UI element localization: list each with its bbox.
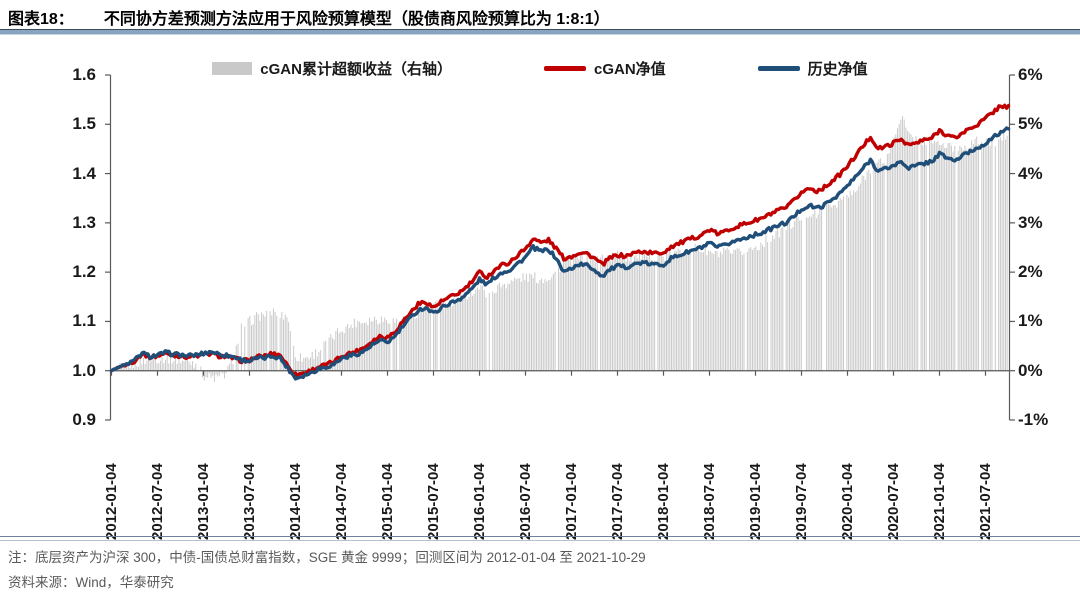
x-axis-tick-label: 2015-01-04	[378, 463, 396, 540]
left-axis-tick-label: 1.2	[72, 262, 96, 282]
x-axis-tick-label: 2020-01-04	[838, 463, 856, 540]
x-axis-tick-label: 2014-01-04	[286, 463, 304, 540]
x-axis-tick-label: 2017-01-04	[562, 463, 580, 540]
left-axis-tick-label: 1.5	[72, 114, 96, 134]
left-axis-tick-label: 0.9	[72, 410, 96, 429]
x-axis-tick-label: 2018-01-04	[654, 463, 672, 540]
right-axis-tick-label: 1%	[1018, 311, 1043, 331]
left-axis-tick-label: 1.6	[72, 65, 96, 84]
x-axis-tick-label: 2018-07-04	[700, 463, 718, 540]
legend-item-excess: cGAN累计超额收益（右轴）	[212, 58, 452, 79]
right-axis-tick-label: 2%	[1018, 262, 1043, 282]
right-axis-tick-label: 3%	[1018, 212, 1043, 232]
navy-line-swatch-icon	[757, 66, 800, 71]
x-axis-tick-label: 2021-01-04	[930, 463, 948, 540]
right-axis-tick-label: 6%	[1018, 65, 1043, 84]
legend-label-cgan: cGAN净值	[593, 61, 666, 78]
x-axis-tick-label: 2021-07-04	[976, 463, 994, 540]
x-axis-tick-label: 2013-01-04	[194, 463, 212, 540]
x-axis-tick-label: 2014-07-04	[332, 463, 350, 540]
figure-number: 图表18：	[8, 11, 74, 28]
right-axis-tick-label: 4%	[1018, 163, 1043, 183]
x-axis-tick-label: 2019-07-04	[792, 463, 810, 540]
figure-title: 不同协方差预测方法应用于风险预算模型（股债商风险预算比为 1:8:1）	[103, 11, 610, 28]
bar-swatch-icon	[212, 62, 253, 75]
red-line-swatch-icon	[543, 66, 586, 71]
left-axis-tick-label: 1.3	[72, 212, 96, 232]
figure-header: 图表18： 不同协方差预测方法应用于风险预算模型（股债商风险预算比为 1:8:1）	[8, 5, 1072, 29]
footnote-source: 资料来源：Wind，华泰研究	[8, 575, 174, 590]
right-axis-tick-label: 0%	[1018, 360, 1043, 380]
x-axis-tick-label: 2015-07-04	[424, 463, 442, 540]
header-divider	[0, 29, 1080, 35]
chart-plot-area	[105, 74, 1015, 421]
chart-legend: cGAN累计超额收益（右轴） cGAN净值 历史净值	[0, 58, 1080, 79]
legend-item-hist: 历史净值	[757, 58, 868, 79]
left-axis-tick-label: 1.0	[72, 360, 96, 380]
legend-item-cgan: cGAN净值	[543, 58, 666, 79]
chart-svg	[105, 74, 1015, 421]
x-axis-tick-label: 2016-01-04	[470, 463, 488, 540]
x-axis-tick-label: 2016-07-04	[516, 463, 534, 540]
footer-divider	[0, 536, 1080, 541]
x-axis-tick-label: 2012-07-04	[148, 463, 166, 540]
left-axis-tick-label: 1.4	[72, 163, 96, 183]
footnote-note: 注：底层资产为沪深 300，中债-国债总财富指数，SGE 黄金 9999；回测区…	[8, 550, 646, 565]
right-axis-tick-label: -1%	[1018, 410, 1049, 429]
legend-label-hist: 历史净值	[807, 61, 868, 78]
left-axis-tick-label: 1.1	[72, 311, 96, 331]
x-axis-tick-label: 2020-07-04	[884, 463, 902, 540]
x-axis-tick-label: 2017-07-04	[608, 463, 626, 540]
x-axis-tick-label: 2019-01-04	[746, 463, 764, 540]
legend-label-excess: cGAN累计超额收益（右轴）	[260, 61, 452, 78]
right-axis-tick-label: 5%	[1018, 114, 1043, 134]
x-axis-tick-label: 2013-07-04	[240, 463, 258, 540]
x-axis-tick-label: 2012-01-04	[102, 463, 120, 540]
